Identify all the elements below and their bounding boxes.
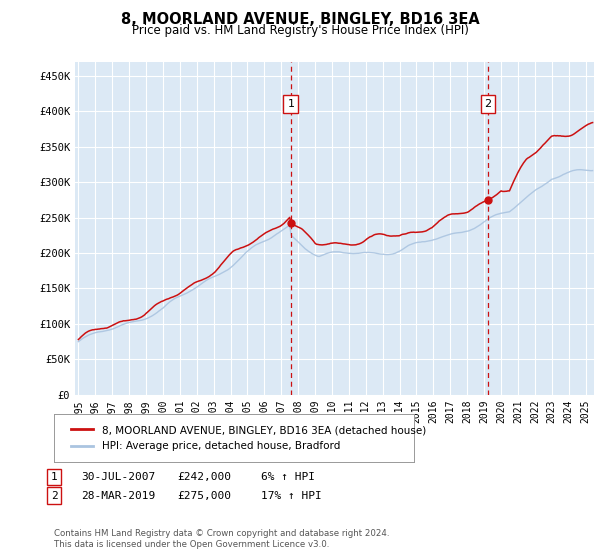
Text: 6% ↑ HPI: 6% ↑ HPI [261, 472, 315, 482]
Text: Price paid vs. HM Land Registry's House Price Index (HPI): Price paid vs. HM Land Registry's House … [131, 24, 469, 36]
Text: £275,000: £275,000 [177, 491, 231, 501]
Text: 2: 2 [484, 99, 491, 109]
Text: £242,000: £242,000 [177, 472, 231, 482]
Text: 2: 2 [50, 491, 58, 501]
Text: 30-JUL-2007: 30-JUL-2007 [81, 472, 155, 482]
Text: 8, MOORLAND AVENUE, BINGLEY, BD16 3EA: 8, MOORLAND AVENUE, BINGLEY, BD16 3EA [121, 12, 479, 27]
Legend: 8, MOORLAND AVENUE, BINGLEY, BD16 3EA (detached house), HPI: Average price, deta: 8, MOORLAND AVENUE, BINGLEY, BD16 3EA (d… [67, 421, 430, 455]
Text: 1: 1 [50, 472, 58, 482]
Text: Contains HM Land Registry data © Crown copyright and database right 2024.
This d: Contains HM Land Registry data © Crown c… [54, 529, 389, 549]
Text: 17% ↑ HPI: 17% ↑ HPI [261, 491, 322, 501]
Text: 1: 1 [287, 99, 295, 109]
Text: 28-MAR-2019: 28-MAR-2019 [81, 491, 155, 501]
